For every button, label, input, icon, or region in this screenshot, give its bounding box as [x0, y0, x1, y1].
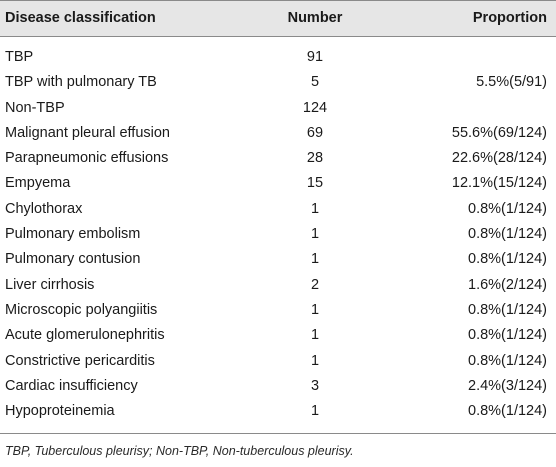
cell-disease-classification: Non-TBP	[5, 99, 65, 116]
cell-disease-classification: Acute glomerulonephritis	[5, 327, 165, 344]
cell-disease-classification: Pulmonary contusion	[5, 251, 141, 268]
cell-number: 69	[306, 124, 324, 141]
cell-proportion: 0.8%(1/124)	[468, 403, 547, 420]
table-row: Acute glomerulonephritis 1 0.8%(1/124)	[0, 323, 556, 348]
table-header-row: Disease classification Number Proportion	[0, 0, 556, 37]
cell-proportion: 12.1%(15/124)	[451, 175, 547, 192]
table-row: Pulmonary embolism 1 0.8%(1/124)	[0, 222, 556, 247]
cell-disease-classification: Empyema	[5, 175, 71, 192]
cell-disease-classification: Cardiac insufficiency	[5, 377, 138, 394]
table-row: Malignant pleural effusion 69 55.6%(69/124…	[0, 121, 556, 146]
cell-number: 1	[310, 352, 320, 369]
cell-number: 15	[306, 175, 324, 192]
table-row: Chylothorax 1 0.8%(1/124)	[0, 197, 556, 222]
cell-number: 1	[310, 200, 320, 217]
cell-proportion: 0.8%(1/124)	[468, 251, 547, 268]
cell-number: 91	[306, 49, 324, 65]
cell-proportion: 22.6%(28/124)	[451, 150, 547, 167]
table-row: Liver cirrhosis 2 1.6%(2/124)	[0, 273, 556, 298]
cell-number: 2	[310, 276, 320, 293]
cell-number: 124	[302, 99, 328, 116]
header-disease-classification: Disease classification	[5, 10, 156, 26]
table-row: TBP with pulmonary TB 5 5.5%(5/91)	[0, 70, 556, 95]
cell-proportion: 5.5%(5/91)	[476, 74, 547, 91]
cell-number: 1	[310, 251, 320, 268]
table-row: Cardiac insufficiency 3 2.4%(3/124)	[0, 374, 556, 399]
table-body: TBP 91 TBP with pulmonary TB 5 5.5%(5/91) Non…	[0, 45, 556, 424]
cell-disease-classification: Microscopic polyangiitis	[5, 301, 158, 318]
cell-proportion: 0.8%(1/124)	[468, 327, 547, 344]
cell-proportion: 0.8%(1/124)	[468, 301, 547, 318]
cell-disease-classification: Pulmonary embolism	[5, 226, 141, 243]
table-row: Pulmonary contusion 1 0.8%(1/124)	[0, 247, 556, 272]
cell-disease-classification: Liver cirrhosis	[5, 276, 95, 293]
table-row: Hypoproteinemia 1 0.8%(1/124)	[0, 399, 556, 424]
disease-classification-table: Disease classification Number Proportion…	[0, 0, 556, 424]
table-row: Constrictive pericarditis 1 0.8%(1/124)	[0, 349, 556, 374]
cell-disease-classification: Chylothorax	[5, 200, 83, 217]
cell-proportion: 0.8%(1/124)	[468, 352, 547, 369]
table-row: TBP 91	[0, 45, 556, 70]
cell-disease-classification: Constrictive pericarditis	[5, 352, 155, 369]
table-row: Microscopic polyangiitis 1 0.8%(1/124)	[0, 298, 556, 323]
table-footnote: TBP, Tuberculous pleurisy; Non-TBP, Non-…	[5, 444, 354, 458]
cell-number: 1	[310, 327, 320, 344]
cell-number: 1	[310, 226, 320, 243]
table-row: Non-TBP 124	[0, 96, 556, 121]
table-row: Parapneumonic effusions 28 22.6%(28/124)	[0, 146, 556, 171]
cell-number: 1	[310, 301, 320, 318]
header-number: Number	[287, 10, 343, 26]
cell-proportion: 1.6%(2/124)	[468, 276, 547, 293]
cell-number: 3	[310, 377, 320, 394]
cell-number: 1	[310, 403, 320, 420]
table-row: Empyema 15 12.1%(15/124)	[0, 171, 556, 196]
cell-disease-classification: TBP	[5, 49, 34, 65]
cell-proportion: 2.4%(3/124)	[468, 377, 547, 394]
cell-disease-classification: Parapneumonic effusions	[5, 150, 169, 167]
cell-disease-classification: TBP with pulmonary TB	[5, 74, 157, 91]
cell-proportion: 0.8%(1/124)	[468, 200, 547, 217]
cell-disease-classification: Malignant pleural effusion	[5, 124, 170, 141]
cell-number: 5	[310, 74, 320, 91]
cell-disease-classification: Hypoproteinemia	[5, 403, 115, 420]
cell-proportion: 0.8%(1/124)	[468, 226, 547, 243]
cell-proportion: 55.6%(69/124)	[451, 124, 547, 141]
cell-number: 28	[306, 150, 324, 167]
table-bottom-rule	[0, 433, 556, 434]
header-proportion: Proportion	[472, 10, 547, 26]
